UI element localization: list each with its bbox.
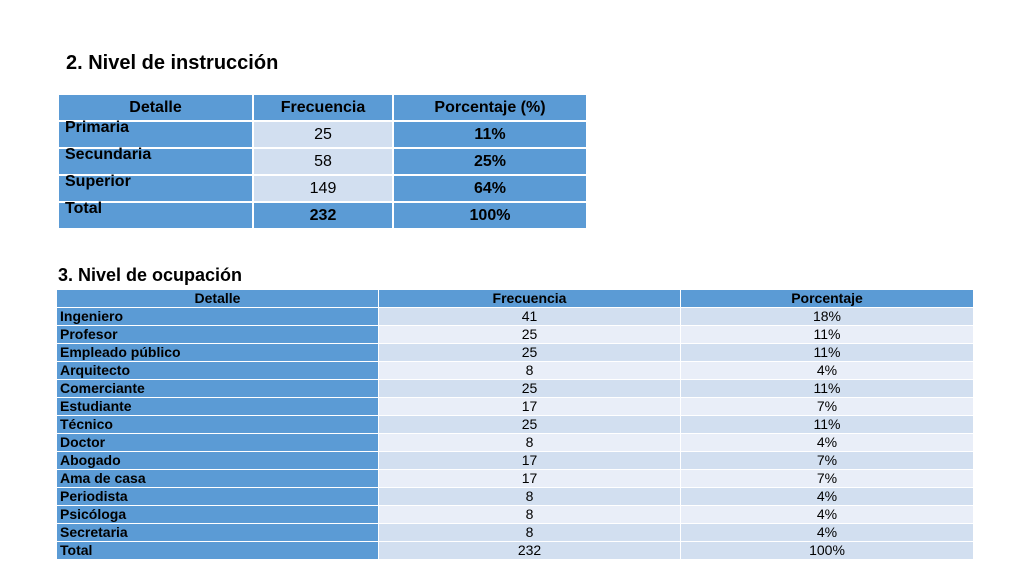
- row-label: Abogado: [56, 451, 379, 470]
- row-label: Doctor: [56, 433, 379, 452]
- row-label: Ingeniero: [56, 307, 379, 326]
- row-frequency: 17: [378, 397, 681, 416]
- row-percentage: 4%: [680, 433, 974, 452]
- row-percentage: 4%: [680, 487, 974, 506]
- table-row: Arquitecto 8 4%: [56, 361, 974, 380]
- row-percentage: 7%: [680, 397, 974, 416]
- header-frecuencia: Frecuencia: [252, 93, 394, 122]
- table-row: Ama de casa 17 7%: [56, 469, 974, 488]
- row-frequency: 8: [378, 487, 681, 506]
- row-frequency: 17: [378, 469, 681, 488]
- table-row: Empleado público 25 11%: [56, 343, 974, 362]
- row-frequency: 232: [378, 541, 681, 560]
- row-frequency: 25: [378, 325, 681, 344]
- row-percentage: 11%: [680, 379, 974, 398]
- table-row: Primaria 25 11%: [57, 120, 588, 149]
- row-percentage: 25%: [392, 147, 588, 176]
- row-percentage: 4%: [680, 361, 974, 380]
- table-row: Ingeniero 41 18%: [56, 307, 974, 326]
- table-row: Secundaria 58 25%: [57, 147, 588, 176]
- row-label: Arquitecto: [56, 361, 379, 380]
- header-detalle: Detalle: [57, 93, 254, 122]
- row-percentage: 11%: [680, 343, 974, 362]
- row-label: Secundaria: [57, 147, 254, 176]
- row-frequency: 17: [378, 451, 681, 470]
- row-frequency: 232: [252, 201, 394, 230]
- row-label: Profesor: [56, 325, 379, 344]
- row-label: Total: [57, 201, 254, 230]
- row-frequency: 25: [378, 415, 681, 434]
- header-detalle: Detalle: [56, 289, 379, 308]
- table-header-row: Detalle Frecuencia Porcentaje: [56, 289, 974, 308]
- education-title: 2. Nivel de instrucción: [66, 52, 279, 74]
- table-row: Secretaria 8 4%: [56, 523, 974, 542]
- row-frequency: 25: [378, 343, 681, 362]
- row-label: Superior: [57, 174, 254, 203]
- row-label: Empleado público: [56, 343, 379, 362]
- header-frecuencia: Frecuencia: [378, 289, 681, 308]
- header-porcentaje: Porcentaje (%): [392, 93, 588, 122]
- row-percentage: 11%: [680, 325, 974, 344]
- row-percentage: 100%: [392, 201, 588, 230]
- row-percentage: 11%: [680, 415, 974, 434]
- row-label: Técnico: [56, 415, 379, 434]
- row-frequency: 41: [378, 307, 681, 326]
- table-row: Periodista 8 4%: [56, 487, 974, 506]
- row-frequency: 58: [252, 147, 394, 176]
- row-percentage: 4%: [680, 505, 974, 524]
- table-row: Comerciante 25 11%: [56, 379, 974, 398]
- row-label: Periodista: [56, 487, 379, 506]
- occupation-title: 3. Nivel de ocupación: [58, 265, 243, 285]
- table-row: Profesor 25 11%: [56, 325, 974, 344]
- row-percentage: 4%: [680, 523, 974, 542]
- row-percentage: 18%: [680, 307, 974, 326]
- row-label: Secretaria: [56, 523, 379, 542]
- row-frequency: 8: [378, 361, 681, 380]
- header-porcentaje: Porcentaje: [680, 289, 974, 308]
- row-percentage: 64%: [392, 174, 588, 203]
- table-row: Doctor 8 4%: [56, 433, 974, 452]
- row-frequency: 8: [378, 433, 681, 452]
- table-total-row: Total 232 100%: [57, 201, 588, 230]
- row-percentage: 100%: [680, 541, 974, 560]
- row-label: Primaria: [57, 120, 254, 149]
- table-header-row: Detalle Frecuencia Porcentaje (%): [57, 93, 588, 122]
- row-frequency: 25: [378, 379, 681, 398]
- row-frequency: 8: [378, 523, 681, 542]
- row-percentage: 7%: [680, 451, 974, 470]
- table-row: Abogado 17 7%: [56, 451, 974, 470]
- table-total-row: Total 232 100%: [56, 541, 974, 560]
- row-frequency: 149: [252, 174, 394, 203]
- occupation-table: Detalle Frecuencia Porcentaje Ingeniero …: [56, 289, 974, 560]
- row-label: Ama de casa: [56, 469, 379, 488]
- education-table: Detalle Frecuencia Porcentaje (%) Primar…: [57, 93, 588, 230]
- row-label: Total: [56, 541, 379, 560]
- row-frequency: 25: [252, 120, 394, 149]
- row-label: Estudiante: [56, 397, 379, 416]
- row-percentage: 7%: [680, 469, 974, 488]
- table-row: Superior 149 64%: [57, 174, 588, 203]
- row-frequency: 8: [378, 505, 681, 524]
- row-percentage: 11%: [392, 120, 588, 149]
- table-row: Técnico 25 11%: [56, 415, 974, 434]
- row-label: Comerciante: [56, 379, 379, 398]
- table-row: Estudiante 17 7%: [56, 397, 974, 416]
- table-row: Psicóloga 8 4%: [56, 505, 974, 524]
- row-label: Psicóloga: [56, 505, 379, 524]
